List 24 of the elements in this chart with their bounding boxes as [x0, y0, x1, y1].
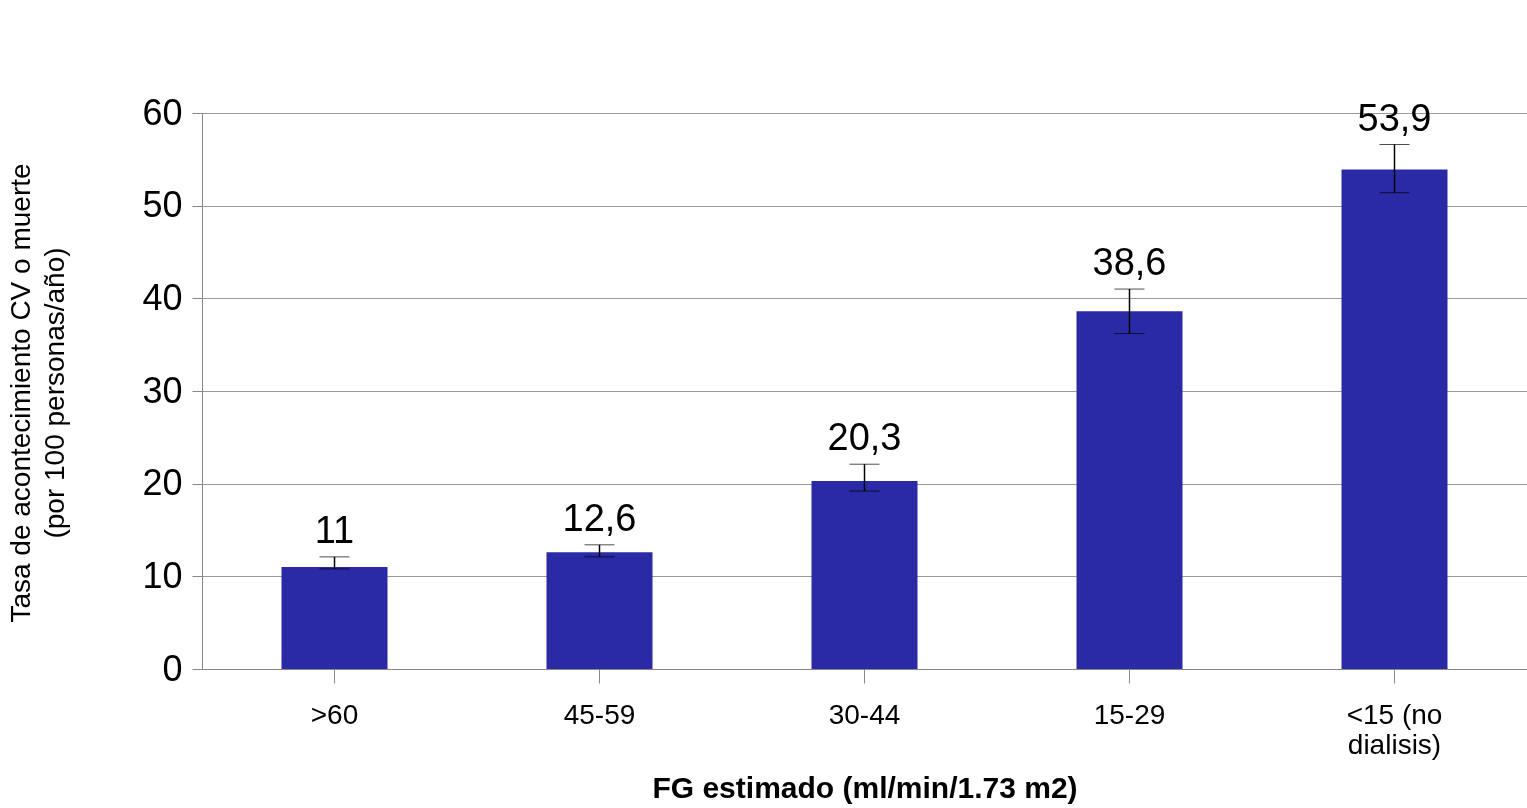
data-label: 53,9 — [1357, 96, 1432, 139]
x-tick-label: <15 (no dialisis) — [1346, 698, 1443, 760]
data-label: 38,6 — [1092, 241, 1167, 284]
x-tick-label: 45-59 — [563, 698, 636, 730]
data-label: 20,3 — [827, 416, 902, 459]
y-tick-label: 40 — [142, 276, 183, 318]
bar — [546, 552, 653, 669]
x-tick-label: 30-44 — [828, 698, 901, 730]
y-tick-label: 10 — [142, 554, 183, 596]
y-tick-label: 0 — [162, 647, 183, 689]
y-tick-label: 50 — [142, 184, 183, 226]
data-label: 11 — [314, 508, 355, 551]
y-tick-label: 20 — [142, 462, 183, 504]
x-tick-label: >60 — [310, 698, 359, 730]
bar — [1076, 311, 1183, 669]
bar — [811, 480, 918, 669]
x-axis-title: FG estimado (ml/min/1.73 m2) — [652, 770, 1078, 804]
y-axis-title: Tasa de acontecimiento CV o muerte (por 100 personas/año) — [5, 163, 70, 623]
x-tick-label: 15-29 — [1093, 698, 1166, 730]
y-tick-label: 60 — [142, 91, 183, 133]
y-tick-label: 30 — [142, 369, 183, 411]
bar — [1341, 169, 1448, 669]
bar — [281, 567, 388, 669]
data-label: 12,6 — [562, 496, 637, 539]
